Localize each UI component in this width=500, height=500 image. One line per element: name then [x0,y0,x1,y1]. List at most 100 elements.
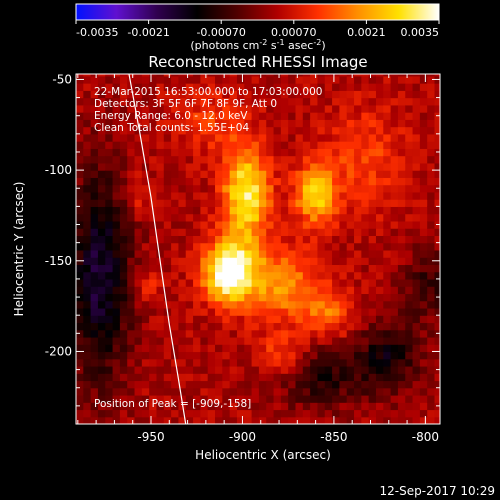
heatmap-cell [134,177,143,186]
heatmap-cell [207,90,216,99]
heatmap-cell [405,351,414,360]
heatmap-cell [310,220,319,229]
heatmap-cell [134,387,143,396]
heatmap-cell [200,271,209,280]
heatmap-cell [76,191,84,200]
heatmap-cell [119,191,128,200]
heatmap-cell [434,170,440,178]
heatmap-cell [339,162,348,171]
heatmap-cell [76,264,84,273]
heatmap-cell [427,286,436,295]
heatmap-cell [273,184,282,193]
heatmap-cell [229,74,238,77]
heatmap-cell [375,112,384,120]
heatmap-cell [288,119,297,128]
heatmap-cell [171,315,180,324]
heatmap-cell [397,90,406,99]
heatmap-cell [163,293,172,302]
heatmap-cell [339,394,348,403]
heatmap-cell [405,206,414,215]
heatmap-cell [368,213,377,222]
heatmap-cell [141,104,150,113]
heatmap-cell [215,75,223,84]
heatmap-cell [390,184,399,193]
heatmap-cell [390,213,399,222]
heatmap-cell [193,141,201,149]
heatmap-cell [90,170,99,178]
heatmap-cell [134,184,143,193]
plot-frame [75,73,441,425]
heatmap-cell [236,220,245,229]
heatmap-cell [412,278,421,287]
heatmap-cell [375,271,384,280]
heatmap-cell [280,409,289,418]
heatmap-cell [149,373,158,382]
heatmap-cell [419,242,428,251]
heatmap-cell [83,300,92,309]
heatmap-cell [193,220,201,229]
heatmap-cell [76,141,84,149]
heatmap-cell [200,235,209,244]
heatmap-cell [412,322,421,331]
heatmap-cell [280,380,289,389]
heatmap-cell [288,228,297,236]
heatmap-cell [193,242,201,251]
heatmap-cell [171,293,180,302]
heatmap-cell [273,191,282,200]
heatmap-cell [375,191,384,200]
heatmap-cell [375,249,384,258]
heatmap-cell [295,307,304,316]
heatmap-cell [419,133,428,142]
heatmap-cell [200,242,209,251]
heatmap-cell [434,373,440,382]
heatmap-cell [346,387,355,396]
heatmap-cell [375,75,384,84]
heatmap-cell [222,286,231,295]
heatmap-cell [354,365,362,374]
heatmap-cell [317,293,326,302]
heatmap-cell [134,336,143,345]
heatmap-cell [222,394,231,403]
heatmap-cell [375,83,384,91]
heatmap-cell [215,315,223,324]
heatmap-cell [83,191,92,200]
heatmap-cell [236,213,245,222]
heatmap-cell [112,162,121,171]
heatmap-cell [258,242,267,251]
heatmap-cell [156,112,165,120]
heatmap-cell [222,409,231,418]
heatmap-cell [83,126,92,135]
heatmap-cell [346,271,355,280]
heatmap-cell [434,90,440,99]
heatmap-cell [280,213,289,222]
heatmap-cell [339,373,348,382]
heatmap-cell [434,344,440,353]
heatmap-cell [324,257,333,266]
heatmap-cell [427,119,436,128]
heatmap-cell [207,155,216,164]
heatmap-cell [222,199,231,207]
heatmap-cell [390,286,399,295]
heatmap-cell [156,293,165,302]
heatmap-cell [390,75,399,84]
heatmap-cell [127,126,136,135]
heatmap-cell [112,148,121,157]
heatmap-cell [288,133,297,142]
heatmap-cell [141,90,150,99]
heatmap-cell [236,126,245,135]
heatmap-cell [361,416,370,424]
heatmap-cell [244,271,253,280]
heatmap-cell [119,278,128,287]
heatmap-cell [207,112,216,120]
heatmap-cell [207,191,216,200]
heatmap-cell [236,242,245,251]
heatmap-cell [419,344,428,353]
heatmap-cell [383,358,392,367]
heatmap-cell [222,358,231,367]
heatmap-cell [178,351,187,360]
heatmap-cell [207,162,216,171]
heatmap-cell [244,112,253,120]
heatmap-cell [288,75,297,84]
heatmap-cell [200,155,209,164]
heatmap-cell [273,380,282,389]
